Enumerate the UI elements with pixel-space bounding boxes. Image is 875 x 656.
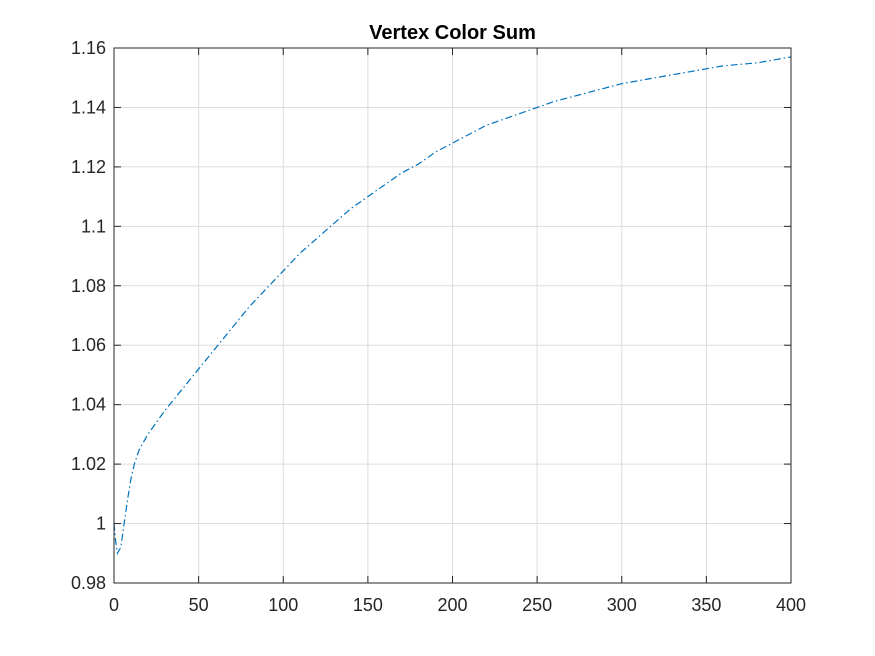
- x-tick-label: 50: [189, 595, 209, 615]
- x-tick-label: 250: [522, 595, 552, 615]
- x-tick-label: 200: [437, 595, 467, 615]
- y-tick-label: 1.06: [71, 335, 106, 355]
- y-tick-label: 1.02: [71, 454, 106, 474]
- tick-marks: [113, 47, 792, 584]
- x-tick-labels: 0 50 100 150 200 250 300 350 400: [109, 595, 806, 615]
- grid-lines: [113, 47, 792, 584]
- y-tick-labels: 0.98 1 1.02 1.04 1.06 1.08 1.1 1.12 1.14 1.16: [71, 38, 106, 593]
- series-layer: [113, 56, 792, 556]
- y-tick-label: 1.1: [81, 216, 106, 236]
- y-tick-label: 1.08: [71, 276, 106, 296]
- series-line: [113, 56, 792, 556]
- y-tick-label: 1: [96, 514, 106, 534]
- y-tick-label: 1.04: [71, 395, 106, 415]
- y-tick-label: 1.16: [71, 38, 106, 58]
- x-tick-label: 300: [607, 595, 637, 615]
- x-tick-label: 100: [268, 595, 298, 615]
- x-tick-label: 350: [691, 595, 721, 615]
- y-tick-label: 0.98: [71, 573, 106, 593]
- x-tick-label: 400: [776, 595, 806, 615]
- y-tick-label: 1.12: [71, 157, 106, 177]
- x-tick-label: 150: [353, 595, 383, 615]
- x-tick-label: 0: [109, 595, 119, 615]
- chart-title: Vertex Color Sum: [369, 22, 536, 44]
- y-tick-label: 1.14: [71, 97, 106, 117]
